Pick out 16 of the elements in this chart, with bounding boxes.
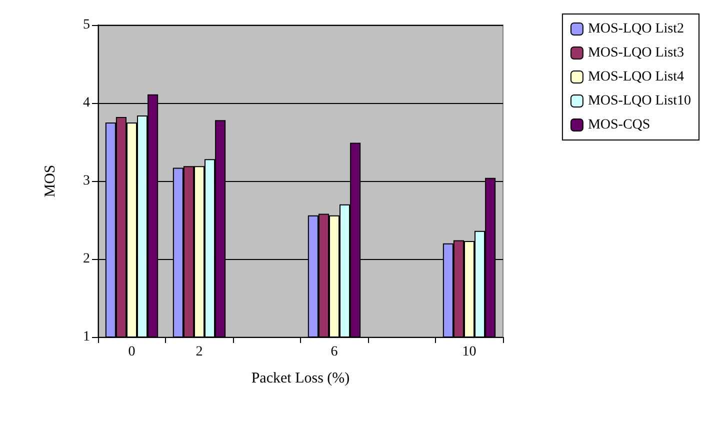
legend-label: MOS-LQO List3 (588, 46, 684, 60)
y-tick-label: 1 (83, 330, 90, 344)
x-tick-label: 10 (462, 344, 476, 360)
legend-label: MOS-LQO List4 (588, 70, 684, 84)
legend-label: MOS-CQS (588, 118, 650, 132)
legend-label: MOS-LQO List10 (588, 94, 692, 108)
y-tick-label: 5 (83, 18, 90, 32)
y-axis-title: MOS (42, 164, 58, 198)
y-tick-label: 4 (83, 96, 90, 110)
x-tick-label: 2 (196, 344, 203, 360)
x-tick-label: 0 (128, 344, 136, 360)
y-tick-label: 2 (83, 252, 90, 266)
y-tick-label: 3 (83, 174, 90, 188)
legend-label: MOS-LQO List2 (588, 22, 684, 36)
x-axis-title: Packet Loss (%) (251, 370, 350, 386)
x-tick-label: 6 (330, 344, 338, 360)
